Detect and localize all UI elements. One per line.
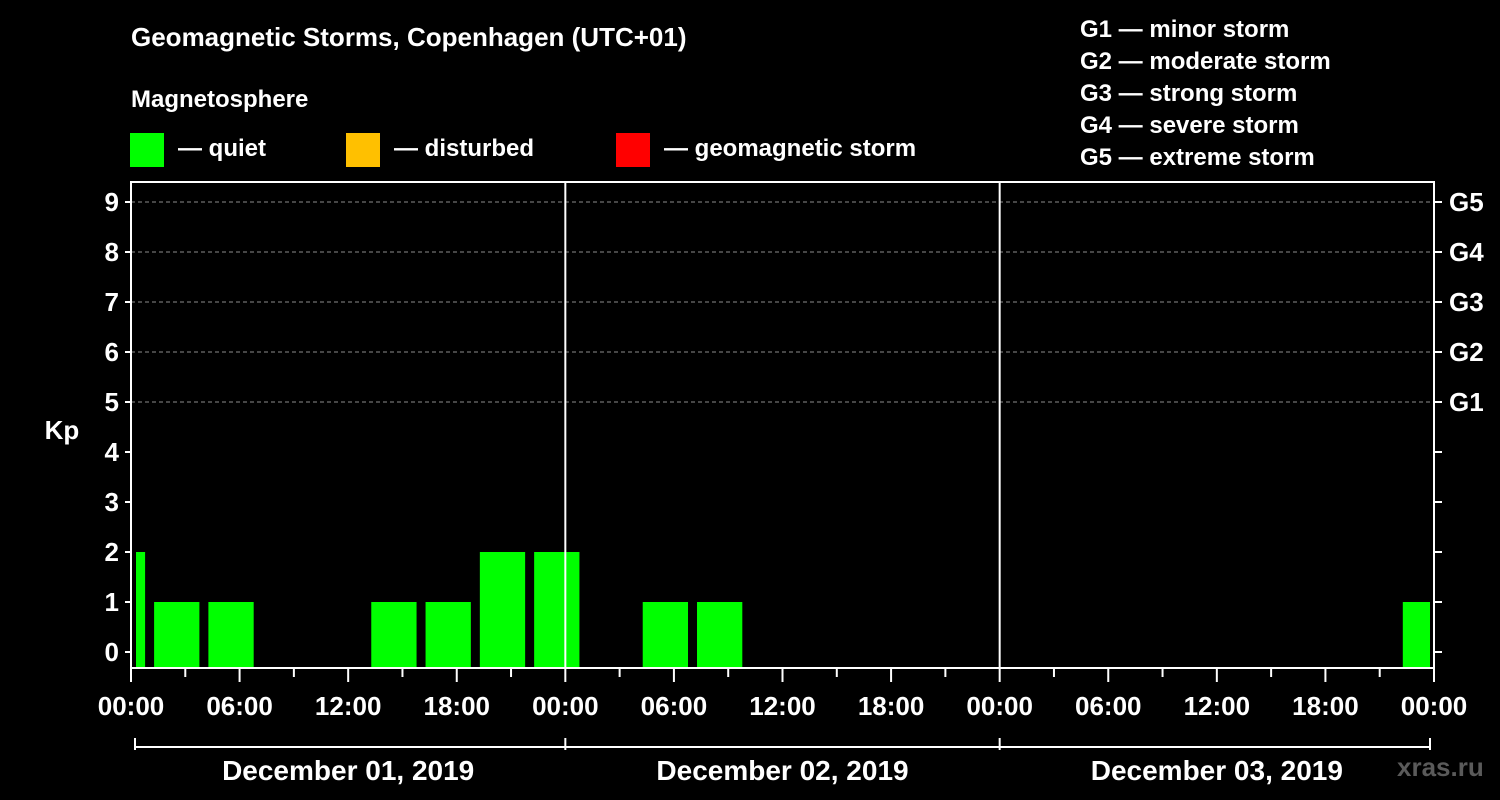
x-tick-label-18: 18:00 xyxy=(424,691,491,721)
kp-bar-6 xyxy=(425,602,471,668)
x-tick-label-42: 18:00 xyxy=(858,691,925,721)
x-tick-label-48: 00:00 xyxy=(966,691,1033,721)
x-tick-label-12: 12:00 xyxy=(315,691,382,721)
kp-bar-5 xyxy=(371,602,417,668)
day-label-2: December 03, 2019 xyxy=(1091,755,1343,786)
legend-heading: Magnetosphere xyxy=(131,86,309,113)
y-tick-label-0: 0 xyxy=(105,637,119,667)
legend-swatch-disturbed xyxy=(346,133,380,167)
x-tick-label-6: 06:00 xyxy=(206,691,273,721)
y-tick-label-3: 3 xyxy=(105,487,119,517)
right-axis-label-g2: G2 xyxy=(1449,337,1484,367)
axis-labels: Kp 0 1 2 3 4 5 6 7 8 9 G1 G2 G3 G4 G5 00:00 06:00 12:00 18… xyxy=(45,187,1485,786)
x-tick-label-66: 18:00 xyxy=(1292,691,1359,721)
y-tick-label-8: 8 xyxy=(105,237,119,267)
x-tick-label-54: 06:00 xyxy=(1075,691,1142,721)
day-label-0: December 01, 2019 xyxy=(222,755,474,786)
y-axis-title: Kp xyxy=(45,415,80,445)
x-tick-label-24: 00:00 xyxy=(532,691,599,721)
grid-lines xyxy=(131,201,1434,403)
legend-label-geomagnetic-storm: — geomagnetic storm xyxy=(664,135,917,162)
kp-bar-24 xyxy=(1402,602,1430,668)
right-axis-label-g4: G4 xyxy=(1449,237,1484,267)
y-tick-label-2: 2 xyxy=(105,537,119,567)
legend-label-disturbed: — disturbed xyxy=(394,135,535,162)
storm-scale-g2: G2 — moderate storm xyxy=(1080,48,1331,75)
storm-scale-g5: G5 — extreme storm xyxy=(1080,144,1315,171)
legend-swatch-geomagnetic-storm xyxy=(616,133,650,167)
y-tick-label-6: 6 xyxy=(105,337,119,367)
kp-bar-8 xyxy=(534,552,580,668)
right-axis-label-g5: G5 xyxy=(1449,187,1484,217)
x-tick-label-0: 00:00 xyxy=(98,691,165,721)
watermark-xras: xras.ru xyxy=(1397,752,1484,782)
storm-scale-list: G1 — minor storm G2 — moderate storm G3 … xyxy=(1080,14,1331,174)
right-axis-label-g1: G1 xyxy=(1449,387,1484,417)
kp-bar-10 xyxy=(642,602,689,668)
plot-border xyxy=(130,181,1435,669)
day-label-1: December 02, 2019 xyxy=(656,755,908,786)
kp-bar-2 xyxy=(208,602,254,668)
x-tick-label-30: 06:00 xyxy=(641,691,708,721)
y-tick-label-9: 9 xyxy=(105,187,119,217)
right-axis-label-g3: G3 xyxy=(1449,287,1484,317)
y-tick-label-1: 1 xyxy=(105,587,119,617)
storm-scale-g3: G3 — strong storm xyxy=(1080,80,1298,107)
y-tick-label-5: 5 xyxy=(105,387,119,417)
kp-bar-1 xyxy=(154,602,200,668)
x-tick-label-36: 12:00 xyxy=(749,691,816,721)
y-tick-label-4: 4 xyxy=(105,437,120,467)
storm-scale-g4: G4 — severe storm xyxy=(1080,112,1299,139)
kp-bar-11 xyxy=(697,602,743,668)
legend-swatch-quiet xyxy=(130,133,164,167)
kp-bar-0 xyxy=(136,552,146,668)
x-tick-label-60: 12:00 xyxy=(1184,691,1251,721)
storm-scale-g1: G1 — minor storm xyxy=(1080,16,1290,43)
kp-bar-7 xyxy=(479,552,526,668)
chart-title: Geomagnetic Storms, Copenhagen (UTC+01) xyxy=(131,22,687,52)
legend-label-quiet: — quiet xyxy=(178,135,266,162)
chart-frame xyxy=(125,181,1442,750)
x-tick-label-72: 00:00 xyxy=(1401,691,1468,721)
kp-bars xyxy=(136,552,1430,668)
y-tick-label-7: 7 xyxy=(105,287,119,317)
